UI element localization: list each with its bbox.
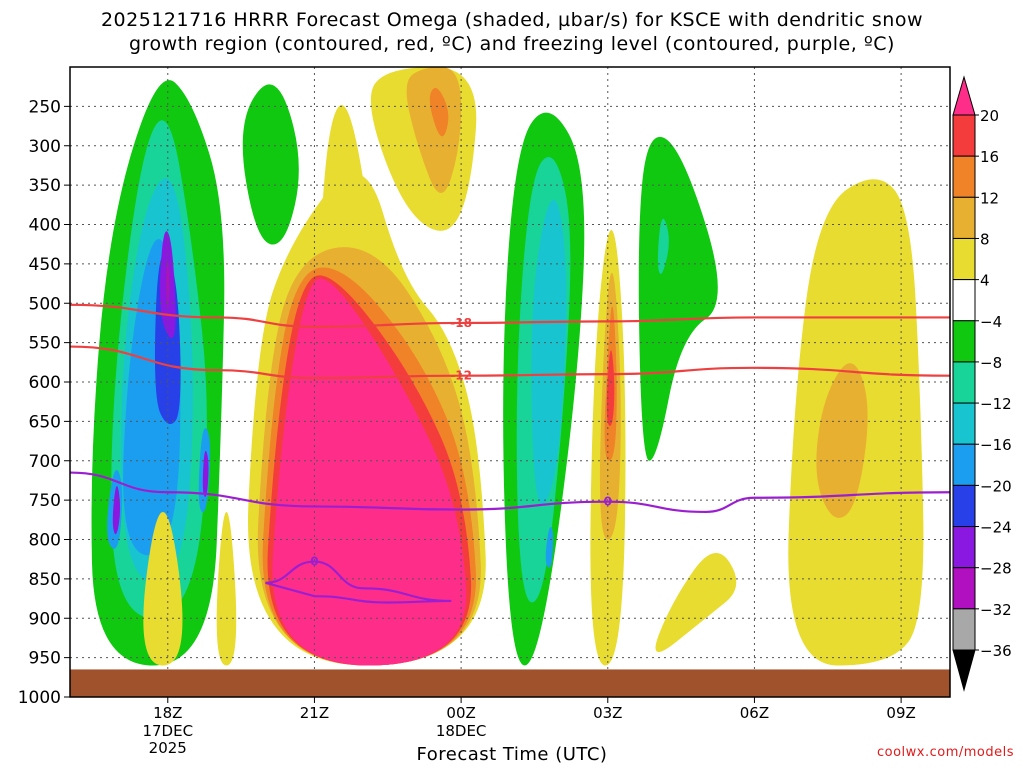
y-tick-label-500: 500 [29,294,61,314]
omega-region-24 [545,527,554,568]
contour-2 [70,471,950,514]
colorbar-box-5 [952,320,976,363]
x-tick-sublabel-00Z-0: 18DEC [436,722,487,740]
colorbar-label-11: −28 [980,560,1012,578]
omega-region-7 [165,261,170,310]
x-tick-label-21Z: 21Z [300,704,329,722]
x-tick-sublabel-18Z-1: 2025 [149,739,187,757]
omega-region-23 [531,199,567,505]
y-tick-label-400: 400 [29,216,61,236]
contour-label-0: -18 [450,316,472,330]
omega-region-15 [429,88,449,137]
colorbar-label-9: −20 [980,477,1012,495]
colorbar-box-4 [952,279,976,322]
y-tick-label-950: 950 [29,649,61,669]
colorbar-box-10 [952,526,976,569]
colorbar-top-arrow [952,75,976,116]
colorbar-label-1: 16 [980,148,999,166]
y-tick-label-900: 900 [29,609,61,629]
y-tick-label-350: 350 [29,176,61,196]
omega-region-33 [816,363,868,518]
y-tick-label-1000: 1000 [18,688,61,708]
colorbar-label-12: −32 [980,601,1012,619]
contour-label-1: -12 [450,369,472,383]
colorbar-box-9 [952,484,976,528]
contour-label-3: 0 [310,555,318,569]
x-tick-label-00Z: 00Z [446,704,475,722]
colorbar-label-5: −4 [980,313,1002,331]
x-tick-sublabel-18Z-0: 17DEC [142,722,193,740]
colorbar-box-7 [952,402,976,445]
plot-area: -18 -12 0 0 [69,66,951,698]
colorbar-box-0 [952,114,976,157]
y-tick-label-700: 700 [29,452,61,472]
omega-region-20 [272,278,467,666]
x-tick-label-03Z: 03Z [593,704,622,722]
omega-region-9 [112,485,121,535]
contour-3 [265,560,452,604]
contour-1 [70,345,950,380]
colorbar-label-4: 4 [980,272,990,290]
colorbar-box-11 [952,567,976,610]
axes: 250 300 350 400 450 500 550 600 650 700 750 800 850 9… [18,97,916,757]
colorbar-box-2 [952,196,976,239]
omega-region-30 [657,218,669,275]
y-tick-label-300: 300 [29,137,61,157]
colorbar-label-10: −24 [980,519,1012,537]
x-axis-label: Forecast Time (UTC) [416,744,608,765]
y-tick-label-800: 800 [29,531,61,551]
omega-region-14 [406,67,462,194]
site-credit: coolwx.com/models [876,745,1014,760]
chart-title-line1: 2025121716 HRRR Forecast Omega (shaded, … [100,9,924,31]
colorbar-label-6: −8 [980,354,1002,372]
y-tick-label-600: 600 [29,373,61,393]
colorbar-box-3 [952,237,976,281]
omega-region-11 [202,450,209,497]
y-tick-label-650: 650 [29,412,61,432]
chart-title-line2: growth region (contoured, red, ºC) and f… [129,33,895,55]
omega-region-28 [606,350,615,426]
colorbar-label-3: 8 [980,230,990,248]
x-tick-label-09Z: 09Z [886,704,915,722]
omega-region-36 [143,511,183,666]
colorbar-label-8: −16 [980,436,1012,454]
omega-region-29 [638,136,718,461]
omega-shading [91,67,924,666]
colorbar-label-2: 12 [980,189,999,207]
x-tick-label-06Z: 06Z [740,704,769,722]
y-tick-label-450: 450 [29,255,61,275]
omega-region-31 [655,552,737,653]
colorbar-bottom-arrow [952,649,976,692]
colorbar: 20 16 12 8 4 −4 −8 −12 −16 −20 −24 −28 −32 −36 [952,75,1012,692]
y-tick-label-850: 850 [29,570,61,590]
contour-label-2: 0 [604,495,612,509]
omega-region-34 [216,511,237,666]
omega-region-1 [242,84,299,245]
colorbar-box-12 [952,608,976,651]
ground-layer [70,669,950,697]
colorbar-label-0: 20 [980,107,999,125]
colorbar-label-13: −36 [980,642,1012,660]
y-tick-label-750: 750 [29,491,61,511]
x-tick-label-18Z: 18Z [153,704,182,722]
y-tick-label-250: 250 [29,97,61,117]
colorbar-box-8 [952,443,976,486]
colorbar-box-1 [952,155,976,198]
contour-0 [70,303,950,328]
y-tick-label-550: 550 [29,334,61,354]
colorbar-box-6 [952,361,976,404]
colorbar-label-7: −12 [980,395,1012,413]
contour-lines: -18 -12 0 0 [70,303,950,604]
